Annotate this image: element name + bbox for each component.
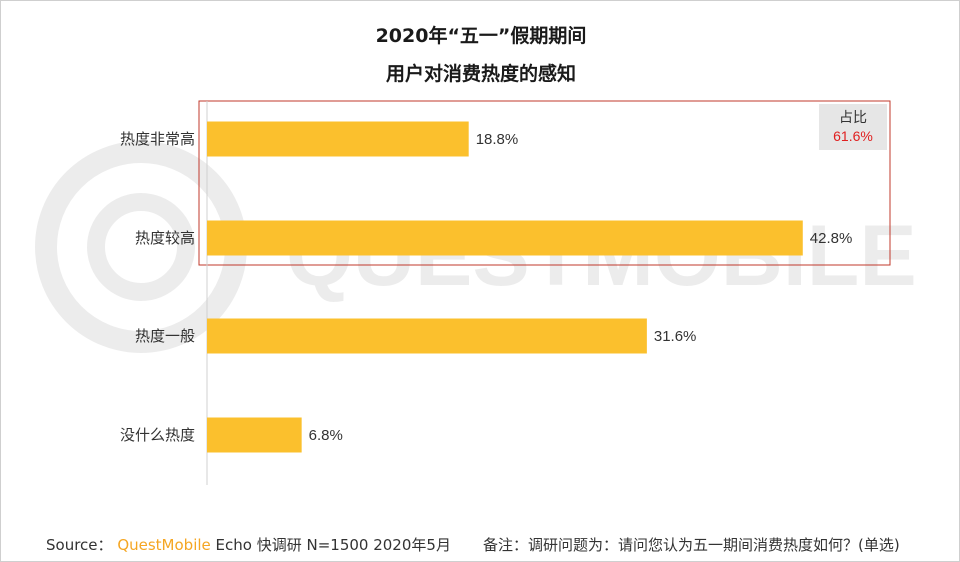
chart-title-line1: 2020年“五一”假期期间 <box>375 25 587 47</box>
note-line: 备注：调研问题为：请问您认为五一期间消费热度如何？(单选) <box>483 536 900 554</box>
category-label: 没什么热度 <box>120 426 195 444</box>
bar-value-label: 31.6% <box>654 328 697 345</box>
bar <box>207 121 469 157</box>
source-prefix: Source： <box>46 536 113 554</box>
chart-title-line2: 用户对消费热度的感知 <box>385 63 576 85</box>
category-label: 热度一般 <box>135 327 195 345</box>
highlight-label: 占比 <box>839 110 867 126</box>
bars-group: 热度非常高 18.8% 热度较高 42.8% 热度一般 31.6% 没什么热度 6.8% <box>120 121 853 453</box>
highlight-value: 61.6% <box>833 128 873 144</box>
bar-value-label: 42.8% <box>810 230 853 247</box>
bar-value-label: 18.8% <box>476 131 519 148</box>
source-rest: Echo 快调研 N=1500 2020年5月 <box>215 536 451 554</box>
bar <box>207 417 302 453</box>
highlight-box <box>198 100 891 266</box>
source-line: Source： QuestMobile Echo 快调研 N=1500 2020… <box>46 534 451 555</box>
category-label: 热度非常高 <box>120 130 195 148</box>
bar-value-label: 6.8% <box>309 427 343 444</box>
category-label: 热度较高 <box>135 229 195 247</box>
bar <box>207 318 647 354</box>
bar-chart: QUESTMOBILE 占比 61.6% 热度非常高 18.8%热度较高 42.8%… <box>35 100 917 485</box>
source-brand: QuestMobile <box>117 536 211 554</box>
bar <box>207 220 803 256</box>
highlight-label-bg <box>819 104 887 150</box>
